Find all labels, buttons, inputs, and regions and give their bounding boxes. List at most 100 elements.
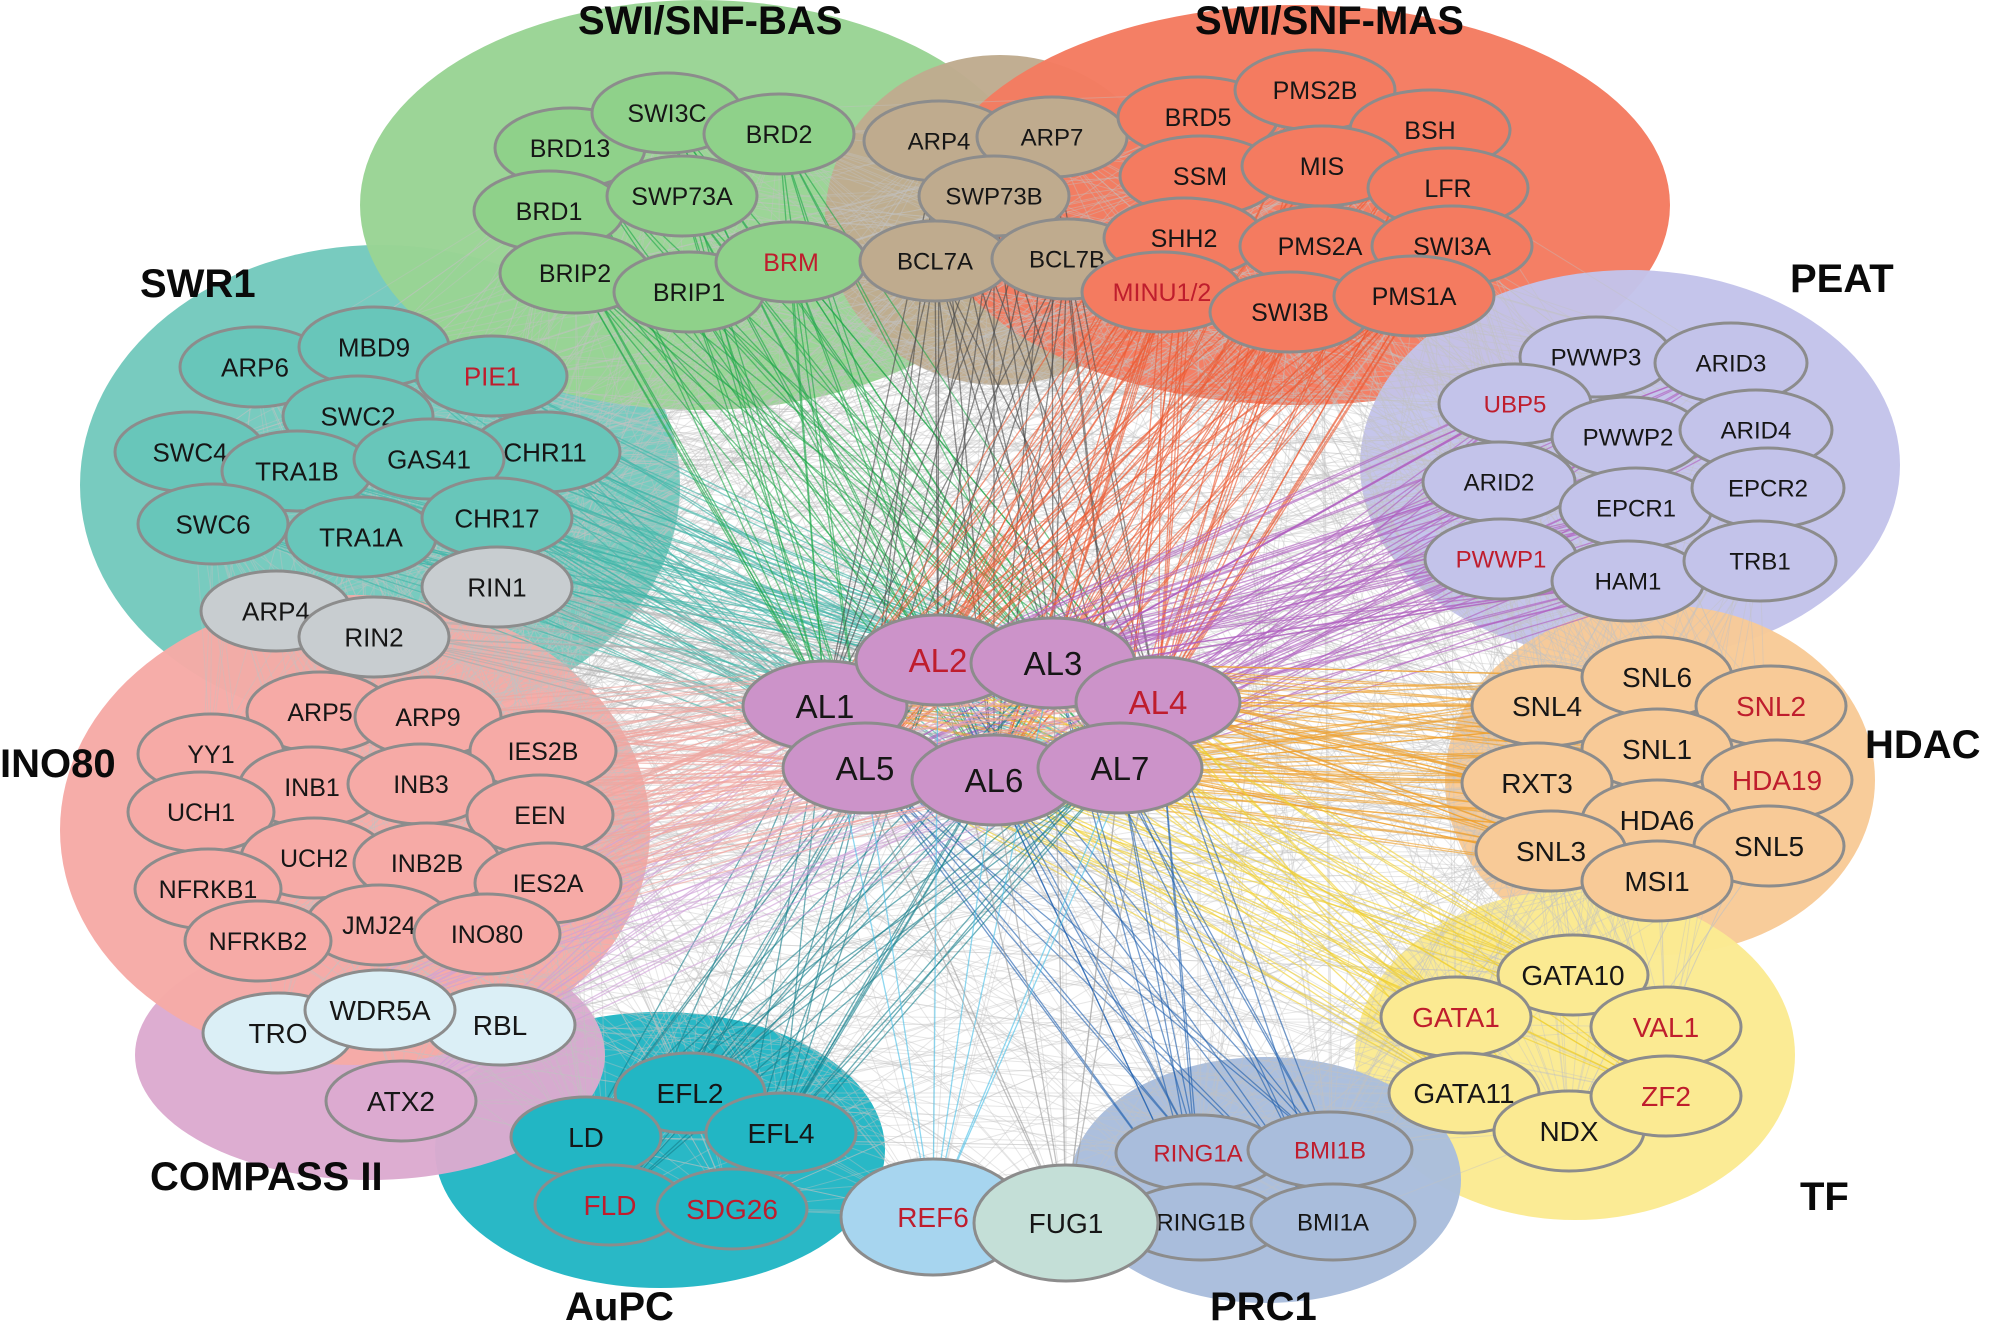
svg-text:BRD5: BRD5 [1165,104,1232,132]
svg-text:ARP9: ARP9 [395,704,460,732]
svg-text:UCH2: UCH2 [280,845,348,873]
svg-text:NDX: NDX [1539,1116,1598,1147]
svg-text:GATA11: GATA11 [1413,1078,1514,1109]
svg-text:AL7: AL7 [1091,750,1150,787]
svg-text:HDA6: HDA6 [1620,805,1695,836]
svg-text:WDR5A: WDR5A [329,995,430,1026]
svg-text:ARP4: ARP4 [908,129,971,156]
svg-text:GATA10: GATA10 [1521,960,1624,991]
svg-text:ATX2: ATX2 [367,1086,435,1117]
svg-text:SWP73A: SWP73A [631,183,733,211]
svg-text:EFL4: EFL4 [748,1118,815,1149]
svg-text:RIN2: RIN2 [344,622,403,652]
svg-text:RING1A: RING1A [1153,1141,1242,1168]
svg-text:ARID3: ARID3 [1696,351,1767,378]
svg-text:JMJ24: JMJ24 [342,912,416,940]
svg-text:BRIP1: BRIP1 [653,279,725,307]
svg-text:ARID2: ARID2 [1464,470,1535,497]
svg-text:PWWP1: PWWP1 [1456,547,1547,574]
svg-text:SSM: SSM [1173,163,1227,191]
svg-text:AL5: AL5 [836,750,895,787]
svg-text:TRA1B: TRA1B [255,456,339,486]
svg-text:CHR17: CHR17 [454,503,539,533]
svg-text:IES2B: IES2B [508,738,579,766]
svg-text:BMI1A: BMI1A [1297,1210,1369,1237]
svg-text:TRA1A: TRA1A [319,522,403,552]
svg-text:AL1: AL1 [796,688,855,725]
svg-text:INO80: INO80 [451,921,523,949]
svg-text:EFL2: EFL2 [657,1078,724,1109]
svg-text:AuPC: AuPC [565,1285,674,1329]
svg-text:BRD1: BRD1 [516,198,583,226]
svg-text:ARP6: ARP6 [221,352,289,382]
svg-text:HAM1: HAM1 [1595,569,1662,596]
svg-text:REF6: REF6 [897,1202,969,1233]
svg-text:LD: LD [568,1122,604,1153]
svg-text:BRM: BRM [763,249,819,277]
svg-text:SWI/SNF-BAS: SWI/SNF-BAS [578,0,842,43]
svg-text:ZF2: ZF2 [1641,1081,1691,1112]
svg-text:SNL4: SNL4 [1512,691,1582,722]
svg-text:GAS41: GAS41 [387,444,471,474]
svg-text:MIS: MIS [1300,153,1344,181]
svg-text:RXT3: RXT3 [1501,768,1573,799]
svg-text:INO80: INO80 [0,742,116,786]
svg-text:PEAT: PEAT [1790,257,1894,301]
svg-text:SWR1: SWR1 [140,262,256,306]
svg-text:FLD: FLD [584,1190,637,1221]
svg-text:TF: TF [1800,1175,1849,1219]
svg-text:AL6: AL6 [965,762,1024,799]
svg-text:TRO: TRO [248,1018,307,1049]
svg-text:YY1: YY1 [187,741,234,769]
svg-text:BRD2: BRD2 [746,121,813,149]
svg-text:MBD9: MBD9 [338,332,410,362]
svg-text:ARID4: ARID4 [1721,418,1792,445]
svg-text:AL3: AL3 [1024,645,1083,682]
svg-text:HDAC: HDAC [1865,723,1981,767]
svg-text:INB1: INB1 [284,774,340,802]
svg-text:SHH2: SHH2 [1151,225,1218,253]
svg-text:NFRKB2: NFRKB2 [209,928,308,956]
svg-text:CHR11: CHR11 [503,437,586,467]
svg-text:SNL1: SNL1 [1622,734,1692,765]
svg-text:BRD13: BRD13 [530,135,611,163]
svg-text:RING1B: RING1B [1156,1210,1245,1237]
svg-text:PMS2B: PMS2B [1273,77,1358,105]
svg-text:SNL3: SNL3 [1516,836,1586,867]
svg-text:COMPASS II: COMPASS II [150,1155,383,1199]
svg-text:UCH1: UCH1 [167,799,235,827]
svg-text:SNL6: SNL6 [1622,662,1692,693]
svg-text:INB2B: INB2B [391,850,463,878]
svg-text:EPCR1: EPCR1 [1596,496,1676,523]
svg-text:LFR: LFR [1424,175,1471,203]
svg-text:IES2A: IES2A [513,870,584,898]
svg-text:SNL5: SNL5 [1734,831,1804,862]
svg-text:AL2: AL2 [909,642,968,679]
svg-text:SWI/SNF-MAS: SWI/SNF-MAS [1195,0,1464,43]
svg-text:UBP5: UBP5 [1484,392,1547,419]
svg-text:SWI3B: SWI3B [1251,299,1329,327]
svg-text:PRC1: PRC1 [1210,1285,1317,1329]
svg-text:TRB1: TRB1 [1729,549,1790,576]
svg-text:PWWP3: PWWP3 [1551,345,1642,372]
svg-text:ARP5: ARP5 [287,699,352,727]
svg-text:SWC6: SWC6 [175,509,250,539]
svg-text:SWI3C: SWI3C [627,100,706,128]
svg-text:SWP73B: SWP73B [945,184,1042,211]
svg-text:PMS2A: PMS2A [1278,233,1363,261]
svg-text:NFRKB1: NFRKB1 [159,876,258,904]
svg-text:ARP7: ARP7 [1021,125,1084,152]
svg-text:EEN: EEN [514,802,565,830]
svg-text:ARP4: ARP4 [242,596,310,626]
svg-text:SWC4: SWC4 [152,437,227,467]
svg-text:MSI1: MSI1 [1624,866,1689,897]
svg-text:SNL2: SNL2 [1736,691,1806,722]
svg-text:FUG1: FUG1 [1029,1208,1104,1239]
svg-text:PMS1A: PMS1A [1372,283,1457,311]
svg-text:MINU1/2: MINU1/2 [1113,279,1212,307]
svg-text:VAL1: VAL1 [1633,1012,1699,1043]
svg-text:HDA19: HDA19 [1732,765,1822,796]
svg-text:EPCR2: EPCR2 [1728,476,1808,503]
svg-text:BSH: BSH [1404,117,1455,145]
svg-text:PWWP2: PWWP2 [1583,425,1674,452]
